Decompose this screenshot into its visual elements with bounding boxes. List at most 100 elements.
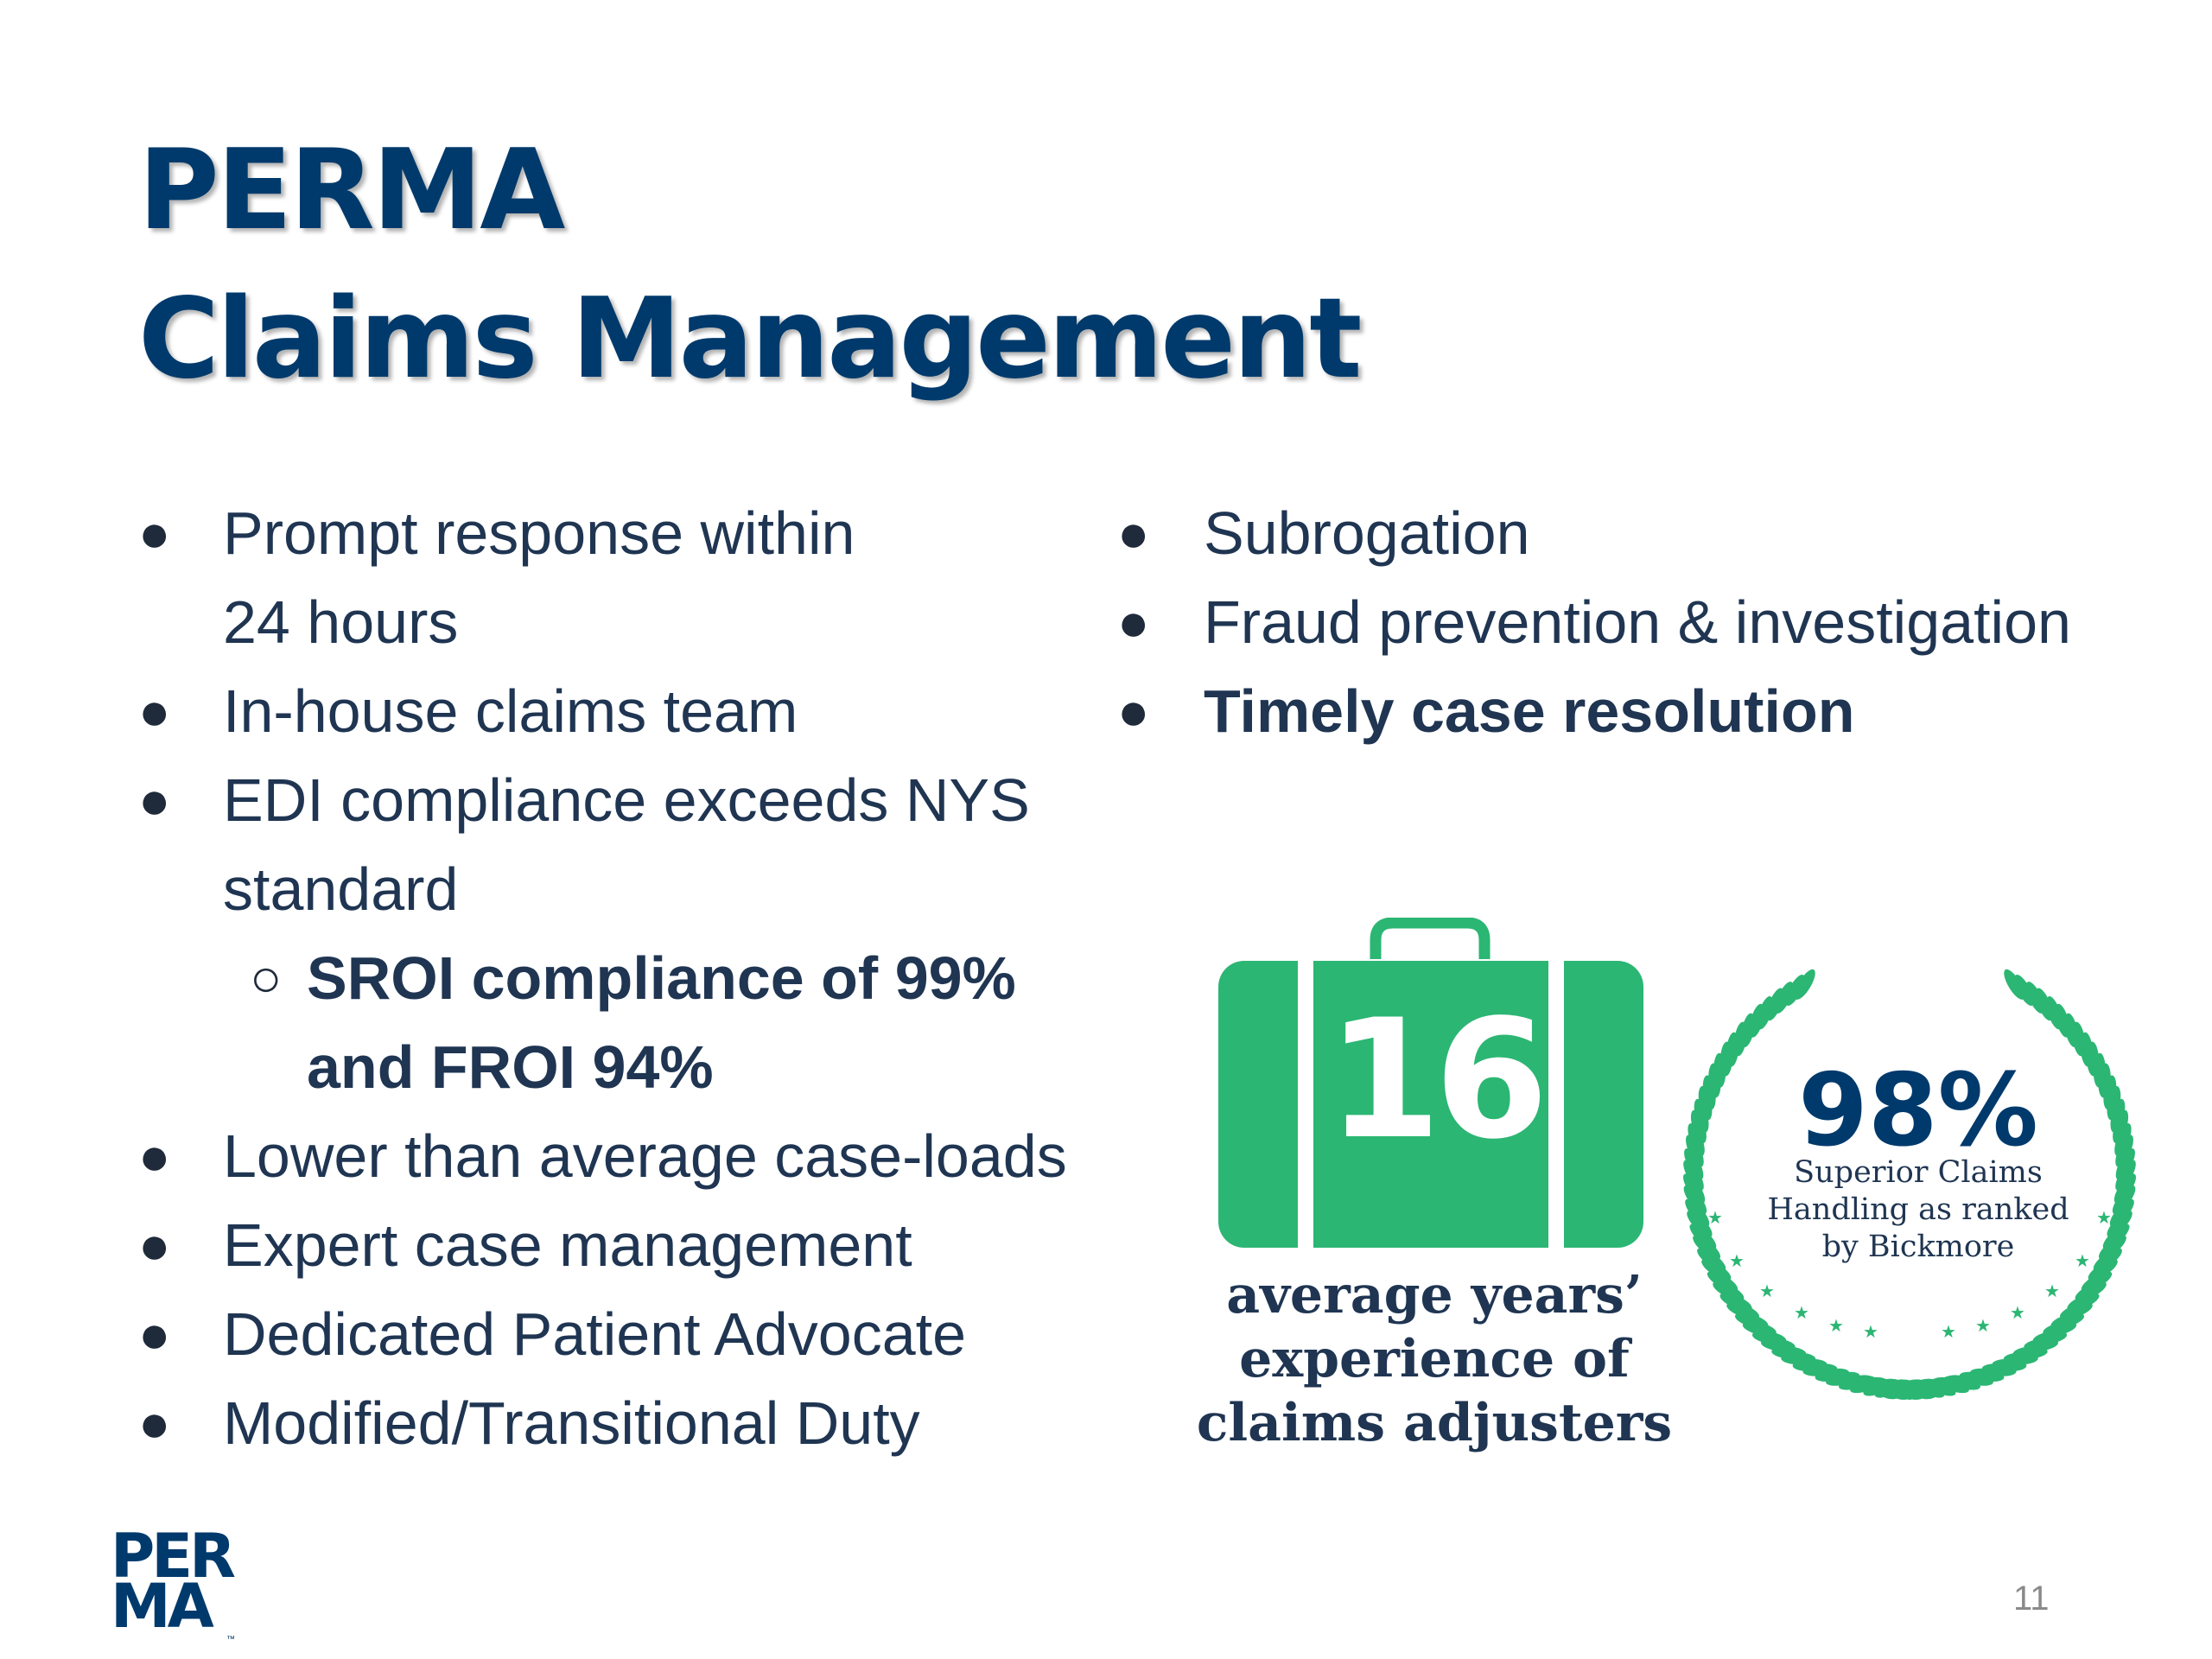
laurel-leaf <box>1936 1376 1969 1394</box>
perma-logo: PER MA <box>111 1521 236 1642</box>
laurel-leaf <box>1686 1135 1704 1167</box>
laurel-leaf <box>2093 1248 2122 1271</box>
list-item-line: standard <box>223 855 459 923</box>
experience-years-value: 16 <box>1326 984 1548 1175</box>
bullet-icon: ● <box>1117 504 1150 563</box>
suitcase-icon <box>1218 918 1643 1248</box>
laurel-leaf <box>2115 1135 2133 1167</box>
laurel-leaf <box>1690 1109 1707 1144</box>
laurel-leaf <box>1899 1379 1931 1400</box>
laurel-leaf <box>2110 1098 2126 1133</box>
rating-percent-value: 98% <box>1798 1052 2038 1169</box>
list-item: ● Modified/Transitional Duty <box>138 1379 1113 1468</box>
laurel-leaf <box>2115 1160 2136 1191</box>
laurel-leaf <box>1876 1377 1906 1400</box>
bullet-icon: ● <box>138 682 171 741</box>
list-item: ● Subrogation <box>1117 489 2154 578</box>
laurel-leaf <box>2112 1185 2136 1215</box>
laurel-star-icon: ★ <box>1707 1207 1723 1228</box>
list-item-line: Subrogation <box>1204 499 1530 567</box>
bullet-icon: ● <box>138 1305 171 1364</box>
laurel-leaf <box>1697 1248 1726 1271</box>
list-item: ● Prompt response within 24 hours <box>138 489 1113 667</box>
laurel-leaf <box>1683 1160 1704 1191</box>
rating-caption-line: by Bickmore <box>1821 1230 2015 1264</box>
rating-caption: Superior Claims Handling as ranked by Bi… <box>1737 1154 2100 1266</box>
laurel-leaf <box>2081 1271 2113 1292</box>
list-item-line: In-house claims team <box>223 677 798 745</box>
bullet-icon: ● <box>1117 593 1150 652</box>
laurel-leaf <box>1685 1198 1710 1227</box>
laurel-leaf <box>2113 1173 2136 1204</box>
list-item: ● Timely case resolution <box>1117 667 2154 756</box>
laurel-leaf <box>2025 982 2044 1014</box>
list-item-line: Prompt response within <box>223 499 855 567</box>
laurel-leaf <box>1694 1098 1709 1133</box>
laurel-leaf <box>1839 1375 1872 1390</box>
bullet-icon: ● <box>138 1127 171 1186</box>
laurel-star-icon: ★ <box>1729 1250 1745 1271</box>
sub-list-item: ○ SROI compliance of 99% and FROI 94% <box>250 934 1113 1112</box>
laurel-star-icon: ★ <box>1863 1321 1878 1342</box>
logo-trademark: ™ <box>226 1635 235 1644</box>
laurel-star-icon: ★ <box>1828 1315 1844 1336</box>
left-bullet-list: ● Prompt response within 24 hours ● In-h… <box>138 489 1113 1468</box>
bullet-icon: ● <box>138 504 171 563</box>
laurel-star-icon: ★ <box>2075 1250 2090 1271</box>
laurel-leaf <box>2109 1198 2134 1227</box>
bullet-icon: ● <box>1117 682 1150 741</box>
list-item-line: Timely case resolution <box>1204 677 1855 745</box>
list-item-line: EDI compliance exceeds NYS <box>223 766 1030 834</box>
experience-caption: average years’ experience of claims adju… <box>1184 1263 1685 1455</box>
laurel-leaf <box>1912 1379 1945 1398</box>
list-item-line: Dedicated Patient Advocate <box>223 1300 967 1368</box>
experience-caption-line: claims adjusters <box>1196 1393 1673 1453</box>
laurel-leaf <box>1923 1378 1956 1396</box>
laurel-wreath-icon: ★ ★ ★ ★ ★ ★ ★ ★ ★ ★ ★ ★ <box>1683 969 2136 1400</box>
bullet-icon: ● <box>138 1394 171 1453</box>
list-item: ● EDI compliance exceeds NYS standard <box>138 756 1113 934</box>
title-line-1: PERMA <box>138 126 565 255</box>
experience-caption-line: average years’ <box>1226 1265 1643 1325</box>
list-item: ● In-house claims team <box>138 667 1113 756</box>
laurel-leaf <box>2113 1109 2129 1144</box>
laurel-leaf <box>2004 969 2025 1000</box>
sub-list-item-line: SROI compliance of 99% <box>307 944 1016 1012</box>
bullet-icon: ● <box>138 1216 171 1275</box>
right-bullet-list: ● Subrogation ● Fraud prevention & inves… <box>1117 489 2154 756</box>
laurel-leaf <box>1683 1185 1707 1215</box>
list-item-line: Fraud prevention & investigation <box>1204 588 2071 656</box>
laurel-leaf <box>1775 982 1794 1014</box>
list-item: ● Fraud prevention & investigation <box>1117 578 2154 667</box>
laurel-star-icon: ★ <box>1975 1315 1991 1336</box>
laurel-leaf <box>1947 1375 1980 1390</box>
list-item: ● Expert case management <box>138 1201 1113 1290</box>
laurel-leaf <box>1865 1376 1894 1400</box>
laurel-star-icon: ★ <box>2010 1302 2025 1323</box>
laurel-leaf <box>1683 1173 1706 1204</box>
laurel-star-icon: ★ <box>2096 1207 2112 1228</box>
laurel-leaf <box>2114 1123 2132 1156</box>
title-line-2: Claims Management <box>138 275 1362 404</box>
laurel-leaf <box>1794 969 1815 1000</box>
laurel-star-icon: ★ <box>1941 1321 1956 1342</box>
sub-list-item-line: and FROI 94% <box>307 1033 714 1101</box>
laurel-star-icon: ★ <box>2044 1281 2060 1301</box>
hollow-bullet-icon: ○ <box>250 949 283 1008</box>
logo-line: MA <box>111 1571 214 1642</box>
list-item-line: Expert case management <box>223 1211 912 1279</box>
laurel-leaf <box>1689 1224 1717 1249</box>
laurel-star-icon: ★ <box>1759 1281 1775 1301</box>
slide-title: PERMA Claims Management <box>138 117 1362 414</box>
laurel-leaf <box>2102 1224 2130 1249</box>
experience-caption-line: experience of <box>1239 1329 1630 1389</box>
bullet-icon: ● <box>138 771 171 830</box>
laurel-leaf <box>2115 1148 2135 1180</box>
list-item: ● Lower than average case-loads <box>138 1112 1113 1201</box>
laurel-leaf <box>1688 1123 1705 1156</box>
laurel-star-icon: ★ <box>1794 1302 1809 1323</box>
rating-caption-line: Superior Claims <box>1794 1155 2043 1190</box>
laurel-dot-icon <box>1904 1389 1915 1400</box>
logo-line: PER <box>111 1521 236 1592</box>
list-item: ● Dedicated Patient Advocate <box>138 1290 1113 1379</box>
